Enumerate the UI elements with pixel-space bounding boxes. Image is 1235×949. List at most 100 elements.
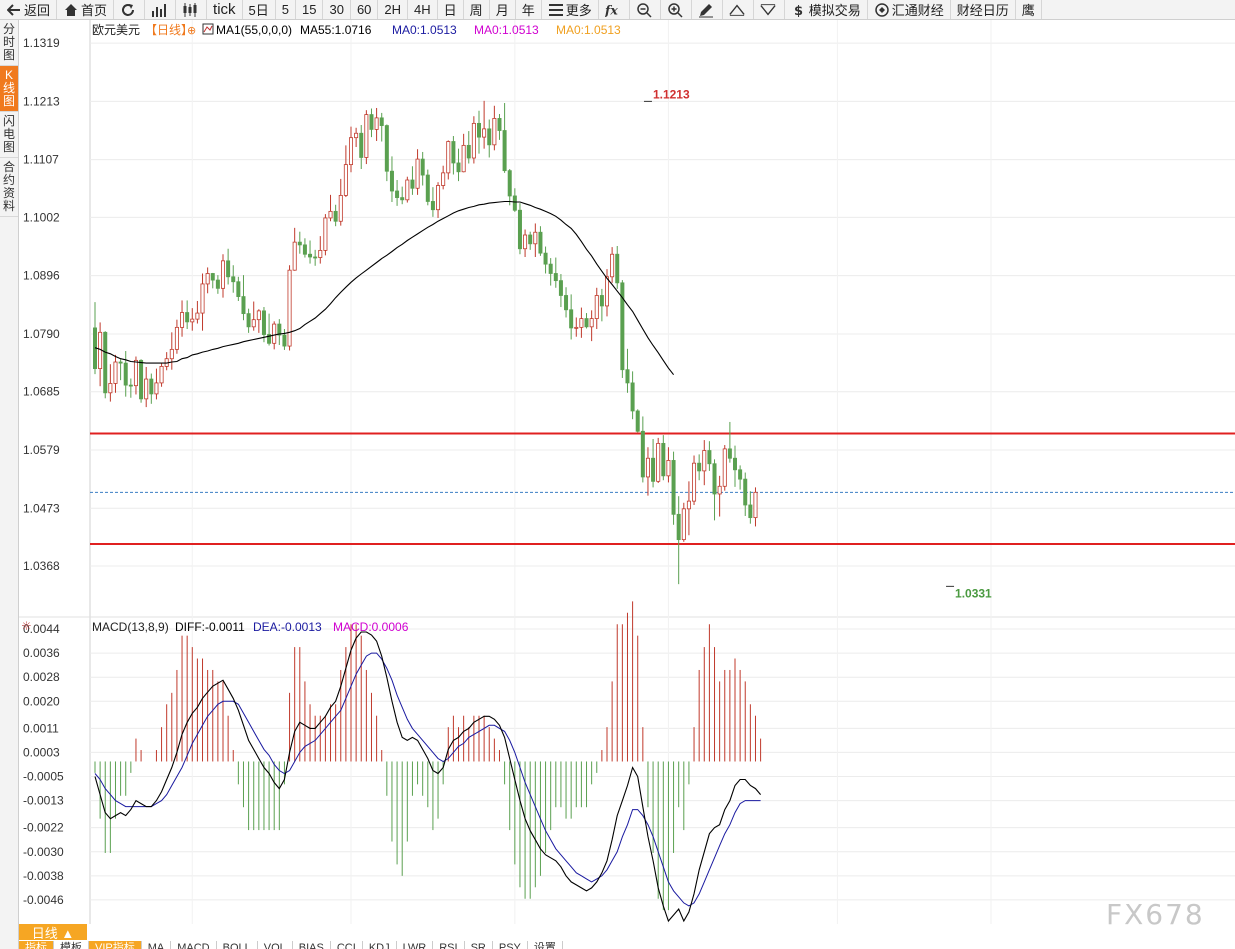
toolbar-back-button[interactable]: 返回 xyxy=(0,0,58,19)
toolbar-fx-button[interactable]: fx xyxy=(599,0,630,19)
toolbar-down-button[interactable] xyxy=(754,0,785,19)
indicator-tab[interactable]: RSI xyxy=(433,941,465,949)
candle-body xyxy=(625,369,630,384)
candle-body xyxy=(692,462,697,502)
toolbar-p5d-button[interactable]: 5日 xyxy=(243,0,276,19)
candle-body xyxy=(343,164,348,196)
candle-body xyxy=(190,318,195,323)
candle-body xyxy=(722,448,727,487)
toolbar-calendar-button[interactable]: 财经日历 xyxy=(951,0,1016,19)
indicator-tab[interactable]: KDJ xyxy=(363,941,397,949)
toolbar-pyear-button[interactable]: 年 xyxy=(516,0,542,19)
candle-body xyxy=(671,460,676,515)
period-button[interactable]: 日线 ▲ xyxy=(19,924,87,941)
candle-body xyxy=(313,256,318,259)
toolbar-refresh-button[interactable] xyxy=(114,0,146,19)
candle-body xyxy=(610,253,615,278)
indicator-tab[interactable]: MACD xyxy=(171,941,217,949)
indicator-tab[interactable]: CCI xyxy=(331,941,363,949)
indicator-tab[interactable]: BIAS xyxy=(293,941,331,949)
toolbar-zoomin-button[interactable] xyxy=(661,0,692,19)
candle-body xyxy=(605,276,610,307)
candle-body xyxy=(584,318,589,328)
macd-tick-label: -0.0013 xyxy=(23,794,64,808)
toolbar-label: 汇通财经 xyxy=(891,3,944,18)
toolbar-zoomout-button[interactable] xyxy=(630,0,661,19)
sidebar-tab-kline[interactable]: K线图 xyxy=(0,66,18,112)
toolbar-p30-button[interactable]: 30 xyxy=(323,0,351,19)
candle-body xyxy=(558,280,563,296)
indicator-tab[interactable]: 模板 xyxy=(54,941,89,949)
pencil-icon xyxy=(698,2,714,18)
toolbar-p4h-button[interactable]: 4H xyxy=(408,0,438,19)
indicator-tab[interactable]: 设置 xyxy=(528,941,563,949)
indicator-tab[interactable]: VOL xyxy=(258,941,293,949)
sidebar-tab-fenshi[interactable]: 分时图 xyxy=(0,20,18,66)
toolbar-pweek-button[interactable]: 周 xyxy=(464,0,490,19)
candle-body xyxy=(220,260,225,289)
candle-body xyxy=(348,137,353,166)
toolbar-up-button[interactable] xyxy=(723,0,754,19)
candle-body xyxy=(476,122,481,138)
candle-body xyxy=(707,450,712,465)
chart-area[interactable]: 1.1319 1.1213 1.1107 1.1002 1.0896 1.0790 1.06… xyxy=(19,20,1235,937)
chart-title: 欧元美元 xyxy=(92,23,140,37)
back-arrow-icon xyxy=(6,2,22,18)
candle-body xyxy=(384,125,389,172)
extreme-label: 1.0331 xyxy=(955,586,992,600)
candle-body xyxy=(210,273,215,281)
candle-body xyxy=(512,195,517,211)
toolbar-chart-type-button[interactable] xyxy=(145,0,177,19)
indicator-tab[interactable]: SR xyxy=(465,941,493,949)
toolbar-p2h-button[interactable]: 2H xyxy=(378,0,409,19)
toolbar-label: 日 xyxy=(443,3,457,18)
toolbar-label: 5 xyxy=(281,2,289,17)
main-legend-entry: MA0:1.0513 xyxy=(392,23,457,37)
toolbar-tick-button[interactable]: tick xyxy=(207,0,243,19)
diff-line xyxy=(94,631,762,923)
refresh-icon xyxy=(120,2,136,18)
candle-body xyxy=(425,174,430,202)
indicator-tab[interactable]: BOLL xyxy=(217,941,258,949)
candle-body xyxy=(594,295,599,319)
candle-body xyxy=(686,500,691,510)
macd-settings-icon: ☼ xyxy=(21,619,32,633)
candle-body xyxy=(743,478,748,506)
toolbar-p15-button[interactable]: 15 xyxy=(296,0,324,19)
candle-body xyxy=(369,114,374,130)
sidebar-tab-flash[interactable]: 闪电图 xyxy=(0,112,18,158)
candle-body xyxy=(292,241,297,271)
main-legend-entry: MA0:1.0513 xyxy=(556,23,621,37)
candle-body xyxy=(195,312,200,320)
candle-body xyxy=(415,158,420,189)
candle-body xyxy=(123,362,128,386)
indicator-tab[interactable]: LWR xyxy=(397,941,434,949)
candle-body xyxy=(528,234,533,245)
toolbar-p60-button[interactable]: 60 xyxy=(351,0,379,19)
toolbar-draw-button[interactable] xyxy=(692,0,723,19)
candle-body xyxy=(753,491,758,519)
indicator-tab[interactable]: MA xyxy=(142,941,172,949)
ma55-line xyxy=(94,200,675,376)
toolbar-label: 年 xyxy=(521,3,535,18)
toolbar-home-button[interactable]: 首页 xyxy=(57,0,115,19)
bottom-bar: 日线 ▲ 指标 模板 VIP指标 MA MACD BOLL VOL BIAS CCI KDJ LWR… xyxy=(19,924,1235,949)
macd-legend-entry: MACD:0.0006 xyxy=(333,620,409,634)
candle-body xyxy=(261,310,266,335)
indicator-tab[interactable]: PSY xyxy=(493,941,528,949)
toolbar-p5-button[interactable]: 5 xyxy=(276,0,296,19)
indicator-tab[interactable]: 指标 xyxy=(19,941,54,949)
toolbar-pday-button[interactable]: 日 xyxy=(438,0,464,19)
sidebar-tab-contract[interactable]: 合约资料 xyxy=(0,158,18,217)
toolbar-news-button[interactable]: 汇通财经 xyxy=(868,0,951,19)
toolbar-more-button[interactable]: 更多 xyxy=(542,0,599,19)
formula-icon: fx xyxy=(605,2,621,18)
extreme-label: 1.1213 xyxy=(653,87,690,101)
toolbar-pmonth-button[interactable]: 月 xyxy=(490,0,516,19)
toolbar-candle-button[interactable] xyxy=(176,0,208,19)
toolbar-sim-button[interactable]: $ 模拟交易 xyxy=(785,0,868,19)
indicator-tab[interactable]: VIP指标 xyxy=(89,941,142,949)
chart-svg[interactable]: 1.1319 1.1213 1.1107 1.1002 1.0896 1.0790 1.06… xyxy=(19,20,1235,937)
candle-body xyxy=(630,382,635,412)
toolbar-extra-button[interactable]: 鹰 xyxy=(1016,0,1042,19)
